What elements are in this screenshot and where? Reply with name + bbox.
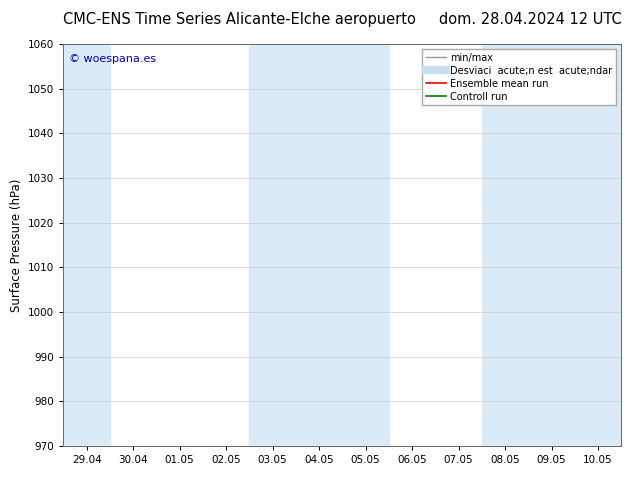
Text: dom. 28.04.2024 12 UTC: dom. 28.04.2024 12 UTC (439, 12, 621, 27)
Text: CMC-ENS Time Series Alicante-Elche aeropuerto: CMC-ENS Time Series Alicante-Elche aerop… (63, 12, 417, 27)
Bar (482, 44, 621, 446)
Legend: min/max, Desviaci  acute;n est  acute;ndar, Ensemble mean run, Controll run: min/max, Desviaci acute;n est acute;ndar… (422, 49, 616, 105)
Bar (63, 44, 110, 446)
Text: © woespana.es: © woespana.es (69, 54, 156, 64)
Bar (249, 44, 389, 446)
Y-axis label: Surface Pressure (hPa): Surface Pressure (hPa) (10, 178, 23, 312)
